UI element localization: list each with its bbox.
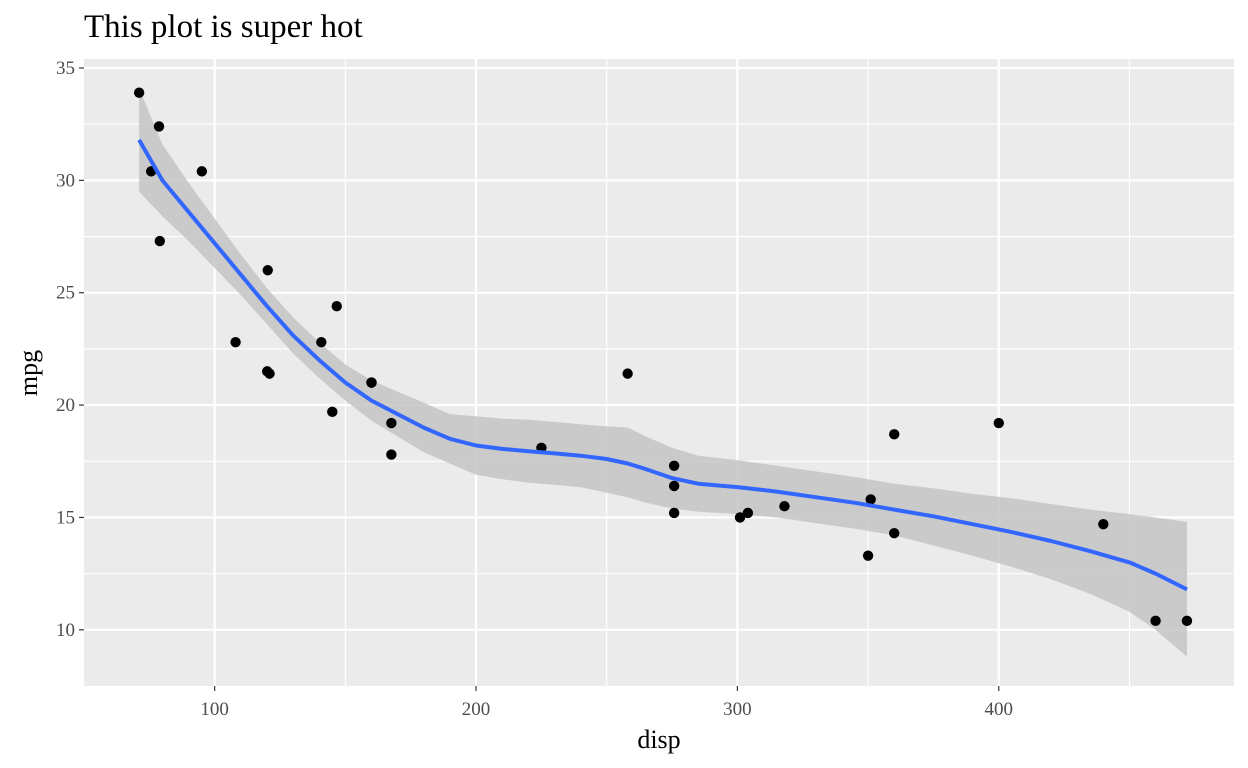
data-point bbox=[230, 336, 241, 348]
y-tick-label: 10 bbox=[56, 620, 75, 641]
data-point bbox=[196, 166, 208, 177]
data-point bbox=[1150, 615, 1161, 627]
plot-panel bbox=[84, 59, 1234, 686]
data-point bbox=[993, 417, 1004, 429]
data-point bbox=[327, 406, 338, 418]
data-point bbox=[366, 377, 377, 388]
data-point bbox=[865, 494, 876, 505]
data-point bbox=[154, 235, 165, 247]
data-point bbox=[668, 480, 680, 492]
y-tick-label: 15 bbox=[56, 507, 75, 528]
x-tick-label: 400 bbox=[985, 699, 1014, 720]
x-axis: 100 200 300 400 bbox=[200, 686, 1013, 720]
smooth-line bbox=[137, 138, 1188, 592]
points-layer bbox=[133, 87, 1193, 627]
x-axis-label: disp bbox=[637, 725, 680, 754]
x-tick-label: 100 bbox=[200, 699, 229, 720]
data-point bbox=[386, 449, 397, 460]
data-point bbox=[889, 527, 900, 539]
data-point bbox=[1098, 518, 1109, 530]
y-tick-label: 30 bbox=[56, 170, 75, 191]
y-axis-label: mpg bbox=[14, 350, 43, 396]
data-point bbox=[386, 417, 397, 429]
data-point bbox=[622, 368, 633, 379]
data-point bbox=[889, 429, 900, 440]
y-tick-label: 35 bbox=[56, 58, 75, 79]
data-point bbox=[779, 501, 790, 512]
data-point bbox=[316, 336, 327, 348]
data-point bbox=[742, 507, 754, 519]
chart-title: This plot is super hot bbox=[84, 9, 363, 45]
data-point bbox=[331, 301, 342, 312]
data-point bbox=[1181, 615, 1193, 627]
data-point bbox=[264, 368, 275, 379]
data-point bbox=[262, 265, 273, 276]
x-tick-label: 300 bbox=[723, 699, 752, 720]
data-point bbox=[862, 550, 874, 561]
y-tick-label: 20 bbox=[56, 395, 75, 416]
smooth-line-layer bbox=[137, 138, 1188, 592]
major-gridlines bbox=[84, 59, 1234, 686]
y-tick-label: 25 bbox=[56, 283, 75, 304]
data-point bbox=[133, 87, 145, 98]
x-tick-label: 200 bbox=[462, 699, 491, 720]
data-point bbox=[734, 512, 746, 523]
data-point bbox=[153, 121, 165, 132]
y-axis: 10 15 20 25 30 35 bbox=[56, 58, 84, 641]
data-point bbox=[668, 507, 680, 519]
data-point bbox=[668, 460, 680, 471]
